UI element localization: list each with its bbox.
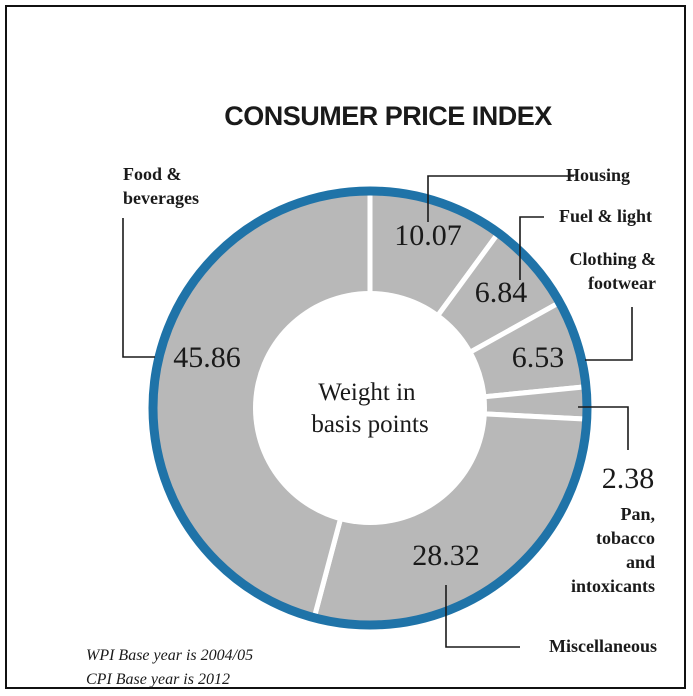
value-label-fuel-and-light: 6.84: [475, 276, 528, 309]
leader-line-pan-tobacco-and-intoxicants: [578, 406, 629, 450]
center-label: Weight in basis points: [311, 379, 428, 438]
value-label-pan-tobacco-and-intoxicants: 2.38: [602, 462, 655, 495]
leader-line-housing: [427, 175, 574, 222]
donut-hole: [253, 291, 487, 525]
leader-line-food-and-beverages: [122, 218, 155, 358]
footnote-cpi: CPI Base year is 2012: [86, 671, 230, 688]
category-label-clothing-and-footwear-line-2: footwear: [588, 273, 656, 293]
leader-line-miscellaneous: [445, 585, 520, 648]
annotations-group: 10.07 Housing 6.84 Fuel & light 6.53 Clothing…: [122, 164, 657, 656]
center-label-line-1: Weight in: [318, 379, 416, 406]
category-label-fuel-and-light-line-1: Fuel & light: [559, 206, 652, 226]
footnote-wpi: WPI Base year is 2004/05: [86, 647, 253, 664]
category-label-clothing-and-footwear-line-1: Clothing &: [569, 249, 656, 269]
category-label-food-and-beverages-line-1: Food &: [123, 164, 182, 184]
value-label-miscellaneous: 28.32: [412, 539, 480, 572]
value-label-clothing-and-footwear: 6.53: [512, 341, 565, 374]
leader-line-clothing-and-footwear: [585, 307, 633, 361]
donut-outer-ring: [148, 186, 592, 630]
category-label-pan-tobacco-and-intoxicants-line-2: tobacco: [596, 528, 655, 548]
value-label-housing: 10.07: [394, 219, 462, 252]
chart-title: CONSUMER PRICE INDEX: [224, 101, 552, 131]
category-label-miscellaneous-line-1: Miscellaneous: [549, 636, 657, 656]
value-label-food-and-beverages: 45.86: [173, 341, 241, 374]
leader-line-fuel-and-light: [519, 216, 544, 280]
category-label-food-and-beverages-line-2: beverages: [123, 188, 199, 208]
category-label-pan-tobacco-and-intoxicants-line-1: Pan,: [620, 504, 655, 524]
center-label-line-2: basis points: [311, 411, 428, 438]
category-label-pan-tobacco-and-intoxicants-line-4: intoxicants: [571, 576, 655, 596]
category-label-housing-line-1: Housing: [566, 165, 630, 185]
category-label-pan-tobacco-and-intoxicants-line-3: and: [626, 552, 655, 572]
